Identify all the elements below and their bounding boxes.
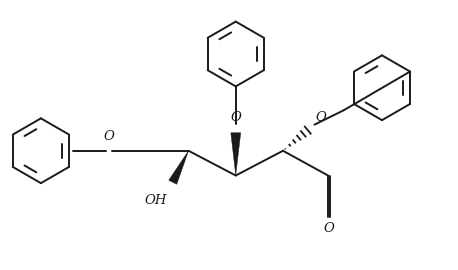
Polygon shape	[169, 151, 189, 184]
Text: O: O	[104, 130, 115, 143]
Text: O: O	[316, 111, 326, 124]
Polygon shape	[231, 133, 241, 176]
Text: OH: OH	[144, 194, 167, 207]
Text: O: O	[230, 111, 241, 124]
Text: O: O	[323, 222, 334, 235]
